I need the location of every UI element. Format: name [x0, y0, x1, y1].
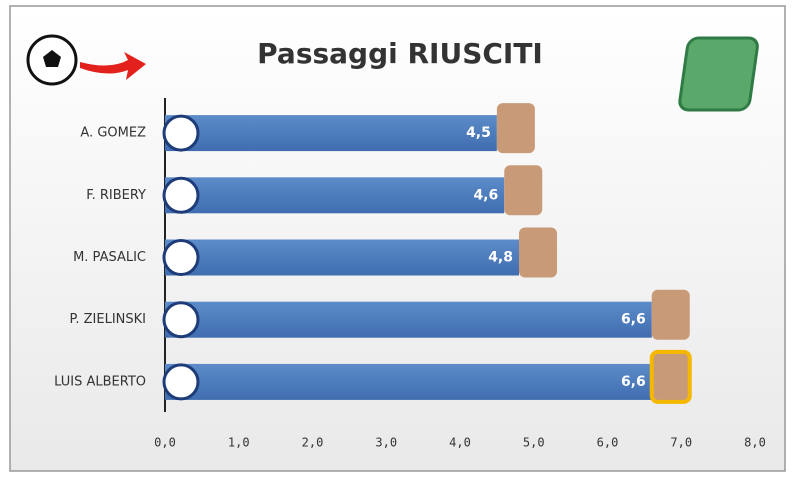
- value-label: 4,5: [466, 125, 491, 141]
- team-logo: [164, 365, 198, 399]
- y-tick-label: P. ZIELINSKI: [70, 312, 146, 327]
- player-photo: [652, 290, 690, 340]
- x-tick-label: 1,0: [228, 436, 250, 450]
- team-logo: [164, 303, 198, 337]
- x-tick-label: 2,0: [302, 436, 324, 450]
- team-logo: [164, 241, 198, 275]
- player-photo: [652, 352, 690, 402]
- x-tick-label: 6,0: [597, 436, 619, 450]
- value-label: 4,6: [473, 187, 498, 203]
- x-tick-label: 0,0: [154, 436, 176, 450]
- bar: [165, 302, 652, 338]
- y-tick-label: M. PASALIC: [73, 250, 146, 265]
- value-label: 6,6: [621, 374, 646, 390]
- player-photo: [497, 103, 535, 153]
- bar: [165, 240, 519, 276]
- x-tick-label: 8,0: [744, 436, 766, 450]
- bar: [165, 115, 497, 151]
- player-photo: [519, 228, 557, 278]
- x-tick-label: 7,0: [670, 436, 692, 450]
- value-label: 6,6: [621, 312, 646, 328]
- team-logo: [164, 116, 198, 150]
- x-tick-label: 3,0: [375, 436, 397, 450]
- bar: [165, 177, 504, 213]
- y-tick-label: LUIS ALBERTO: [54, 374, 146, 389]
- value-label: 4,8: [488, 250, 513, 266]
- bar: [165, 364, 652, 400]
- x-tick-label: 4,0: [449, 436, 471, 450]
- chart-title: Passaggi RIUSCITI: [257, 37, 543, 70]
- y-tick-label: F. RIBERY: [86, 188, 146, 203]
- chart: Passaggi RIUSCITI 0,0 1,0 2,0 3,0 4,0 5,0 6,0 7…: [0, 0, 797, 481]
- player-photo: [504, 165, 542, 215]
- pitch-icon: [679, 38, 759, 110]
- y-tick-label: A. GOMEZ: [80, 126, 146, 141]
- x-tick-label: 5,0: [523, 436, 545, 450]
- team-logo: [164, 178, 198, 212]
